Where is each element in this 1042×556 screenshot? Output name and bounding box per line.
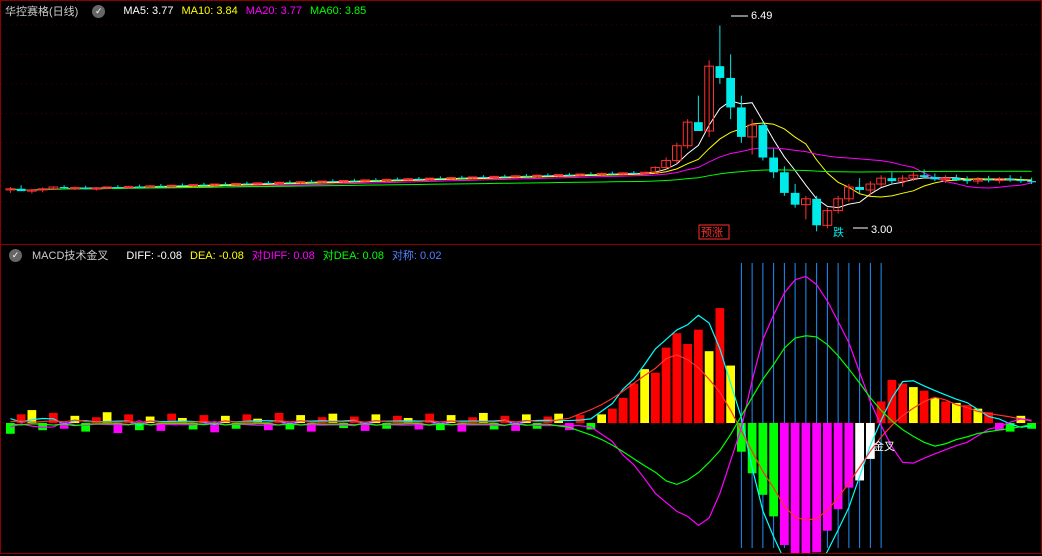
macd-panel[interactable]: ✓ MACD技术金叉 DIFF: -0.08DEA: -0.08对DIFF: 0… bbox=[0, 244, 1042, 554]
svg-text:金叉: 金叉 bbox=[873, 439, 895, 453]
settings-icon[interactable]: ✓ bbox=[9, 249, 22, 262]
settings-icon[interactable]: ✓ bbox=[92, 5, 105, 18]
candlestick-svg: 6.49 3.00 预涨 跌 bbox=[1, 1, 1041, 243]
macd-labels: DIFF: -0.08DEA: -0.08对DIFF: 0.08对DEA: 0.… bbox=[118, 247, 441, 263]
candlestick-panel[interactable]: 华控赛格(日线) ✓ MA5: 3.77MA10: 3.84MA20: 3.77… bbox=[0, 0, 1042, 244]
svg-text:3.00: 3.00 bbox=[871, 224, 892, 236]
macd-svg: 金叉 bbox=[1, 245, 1041, 553]
bottom-header: ✓ MACD技术金叉 DIFF: -0.08DEA: -0.08对DIFF: 0… bbox=[5, 247, 441, 263]
svg-text:6.49: 6.49 bbox=[751, 10, 772, 22]
macd-title: MACD技术金叉 bbox=[32, 247, 108, 263]
svg-text:跌: 跌 bbox=[833, 225, 844, 239]
ma-labels: MA5: 3.77MA10: 3.84MA20: 3.77MA60: 3.85 bbox=[115, 5, 366, 17]
stock-title: 华控赛格(日线) bbox=[5, 3, 78, 19]
svg-text:预涨: 预涨 bbox=[701, 226, 723, 239]
top-header: 华控赛格(日线) ✓ MA5: 3.77MA10: 3.84MA20: 3.77… bbox=[5, 3, 366, 19]
